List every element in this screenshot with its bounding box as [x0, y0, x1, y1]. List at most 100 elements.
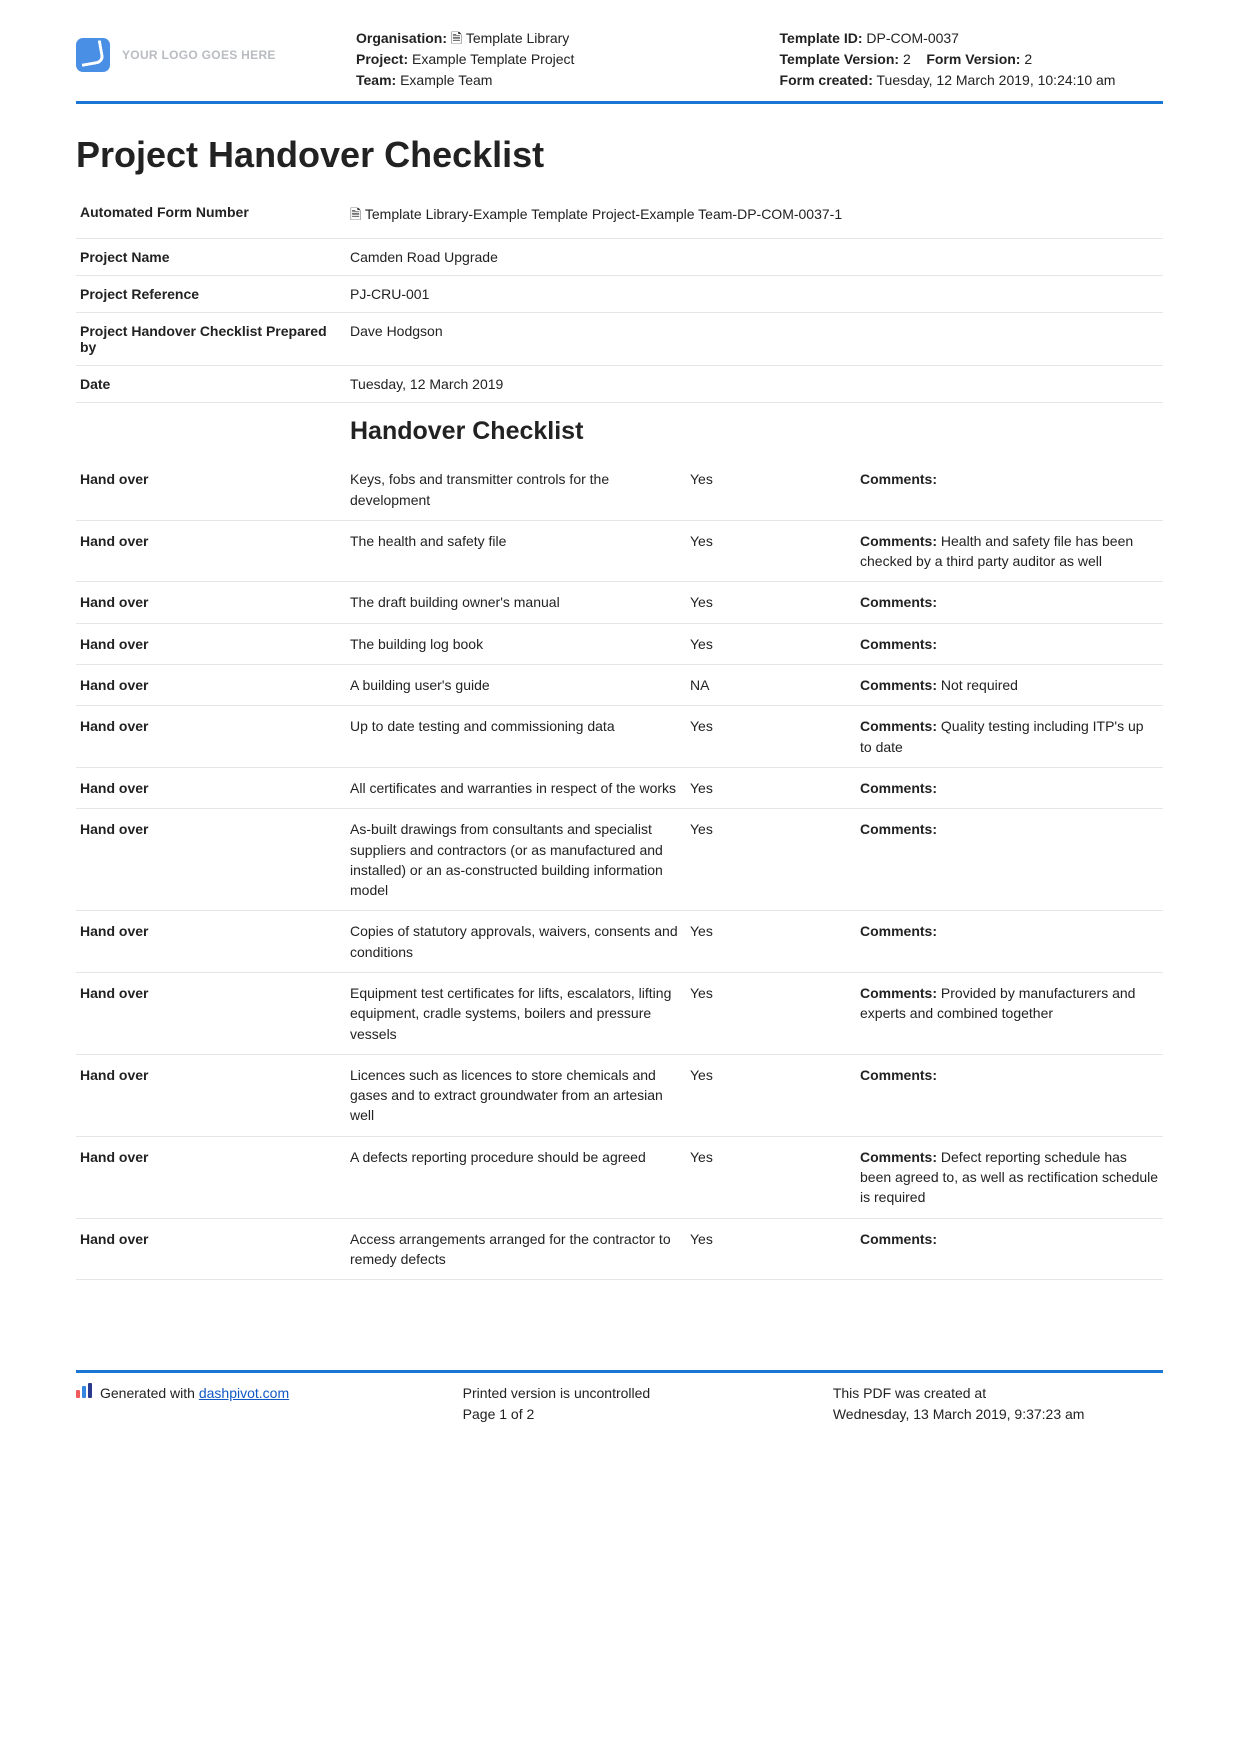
checklist-comment: Comments: Quality testing including ITP'… — [856, 706, 1163, 768]
team-value: Example Team — [400, 72, 492, 88]
checklist-status: Yes — [686, 1218, 856, 1280]
template-version-label: Template Version: — [780, 51, 900, 67]
checklist-item: Equipment test certificates for lifts, e… — [346, 973, 686, 1055]
checklist-status: Yes — [686, 582, 856, 623]
checklist-row: Hand overA building user's guideNACommen… — [76, 665, 1163, 706]
checklist-row: Hand overAs-built drawings from consulta… — [76, 809, 1163, 911]
info-row-label: Project Name — [76, 239, 346, 276]
uncontrolled-note: Printed version is uncontrolled — [463, 1383, 793, 1403]
checklist-row-label: Hand over — [76, 665, 346, 706]
info-row: Project Handover Checklist Prepared byDa… — [76, 313, 1163, 366]
checklist-status: Yes — [686, 911, 856, 973]
checklist-row-label: Hand over — [76, 1136, 346, 1218]
info-row-label: Date — [76, 366, 346, 403]
checklist-row: Hand overThe building log bookYesComment… — [76, 623, 1163, 664]
checklist-row-label: Hand over — [76, 1054, 346, 1136]
checklist-item: Copies of statutory approvals, waivers, … — [346, 911, 686, 973]
info-table: Automated Form Number🗎 Template Library-… — [76, 194, 1163, 403]
checklist-row: Hand overCopies of statutory approvals, … — [76, 911, 1163, 973]
logo-icon — [76, 38, 110, 72]
checklist-comment: Comments: Defect reporting schedule has … — [856, 1136, 1163, 1218]
logo-placeholder-text: YOUR LOGO GOES HERE — [122, 48, 276, 62]
checklist-item: Licences such as licences to store chemi… — [346, 1054, 686, 1136]
checklist-status: Yes — [686, 520, 856, 582]
checklist-row: Hand overUp to date testing and commissi… — [76, 706, 1163, 768]
created-value: Wednesday, 13 March 2019, 9:37:23 am — [833, 1404, 1163, 1424]
checklist-table: Handover ChecklistHand overKeys, fobs an… — [76, 403, 1163, 1280]
checklist-row-label: Hand over — [76, 459, 346, 520]
dashpivot-link[interactable]: dashpivot.com — [199, 1385, 289, 1401]
checklist-row-label: Hand over — [76, 1218, 346, 1280]
checklist-item: All certificates and warranties in respe… — [346, 767, 686, 808]
info-row-value: 🗎 Template Library-Example Template Proj… — [346, 194, 1163, 239]
checklist-comment: Comments: — [856, 459, 1163, 520]
form-version-value: 2 — [1024, 51, 1032, 67]
generated-prefix: Generated with — [100, 1385, 199, 1401]
info-row-label: Project Handover Checklist Prepared by — [76, 313, 346, 366]
info-row-label: Project Reference — [76, 276, 346, 313]
page-info: Page 1 of 2 — [463, 1404, 793, 1424]
checklist-row-label: Hand over — [76, 911, 346, 973]
checklist-row: Hand overAll certificates and warranties… — [76, 767, 1163, 808]
checklist-row-label: Hand over — [76, 767, 346, 808]
template-id-value: DP-COM-0037 — [866, 30, 959, 46]
checklist-row-label: Hand over — [76, 809, 346, 911]
form-version-label: Form Version: — [926, 51, 1020, 67]
checklist-row-label: Hand over — [76, 582, 346, 623]
header: YOUR LOGO GOES HERE Organisation: 🗎 Temp… — [76, 28, 1163, 104]
project-value: Example Template Project — [412, 51, 574, 67]
checklist-row-label: Hand over — [76, 973, 346, 1055]
checklist-row: Hand overThe draft building owner's manu… — [76, 582, 1163, 623]
info-row: DateTuesday, 12 March 2019 — [76, 366, 1163, 403]
org-label: Organisation: — [356, 30, 447, 46]
checklist-comment: Comments: Health and safety file has bee… — [856, 520, 1163, 582]
checklist-status: NA — [686, 665, 856, 706]
bar-chart-icon — [76, 1383, 92, 1398]
checklist-row-label: Hand over — [76, 706, 346, 768]
checklist-row: Hand overA defects reporting procedure s… — [76, 1136, 1163, 1218]
checklist-comment: Comments: — [856, 767, 1163, 808]
checklist-item: The draft building owner's manual — [346, 582, 686, 623]
checklist-row: Hand overLicences such as licences to st… — [76, 1054, 1163, 1136]
checklist-comment: Comments: Provided by manufacturers and … — [856, 973, 1163, 1055]
checklist-item: Access arrangements arranged for the con… — [346, 1218, 686, 1280]
info-row: Automated Form Number🗎 Template Library-… — [76, 194, 1163, 239]
form-created-value: Tuesday, 12 March 2019, 10:24:10 am — [877, 72, 1116, 88]
project-label: Project: — [356, 51, 408, 67]
template-version-value: 2 — [903, 51, 911, 67]
footer: Generated with dashpivot.com Printed ver… — [76, 1370, 1163, 1424]
checklist-item: As-built drawings from consultants and s… — [346, 809, 686, 911]
checklist-comment: Comments: — [856, 911, 1163, 973]
checklist-comment: Comments: Not required — [856, 665, 1163, 706]
info-row-value: PJ-CRU-001 — [346, 276, 1163, 313]
checklist-row-label: Hand over — [76, 520, 346, 582]
template-id-label: Template ID: — [780, 30, 863, 46]
checklist-status: Yes — [686, 706, 856, 768]
checklist-status: Yes — [686, 459, 856, 520]
checklist-comment: Comments: — [856, 623, 1163, 664]
info-row-value: Dave Hodgson — [346, 313, 1163, 366]
checklist-item: A defects reporting procedure should be … — [346, 1136, 686, 1218]
team-label: Team: — [356, 72, 396, 88]
page-title: Project Handover Checklist — [76, 134, 1163, 176]
info-row-label: Automated Form Number — [76, 194, 346, 239]
checklist-status: Yes — [686, 623, 856, 664]
checklist-comment: Comments: — [856, 582, 1163, 623]
created-prefix: This PDF was created at — [833, 1383, 1163, 1403]
checklist-item: The building log book — [346, 623, 686, 664]
checklist-row: Hand overKeys, fobs and transmitter cont… — [76, 459, 1163, 520]
info-row-value: Camden Road Upgrade — [346, 239, 1163, 276]
org-value: Template Library — [466, 30, 570, 46]
checklist-row: Hand overThe health and safety fileYesCo… — [76, 520, 1163, 582]
checklist-item: A building user's guide — [346, 665, 686, 706]
checklist-item: The health and safety file — [346, 520, 686, 582]
checklist-row: Hand overEquipment test certificates for… — [76, 973, 1163, 1055]
info-row: Project NameCamden Road Upgrade — [76, 239, 1163, 276]
info-row-value: Tuesday, 12 March 2019 — [346, 366, 1163, 403]
checklist-comment: Comments: — [856, 1054, 1163, 1136]
checklist-comment: Comments: — [856, 1218, 1163, 1280]
checklist-row-label: Hand over — [76, 623, 346, 664]
checklist-heading: Handover Checklist — [346, 403, 1163, 459]
logo-block: YOUR LOGO GOES HERE — [76, 28, 356, 72]
checklist-comment: Comments: — [856, 809, 1163, 911]
